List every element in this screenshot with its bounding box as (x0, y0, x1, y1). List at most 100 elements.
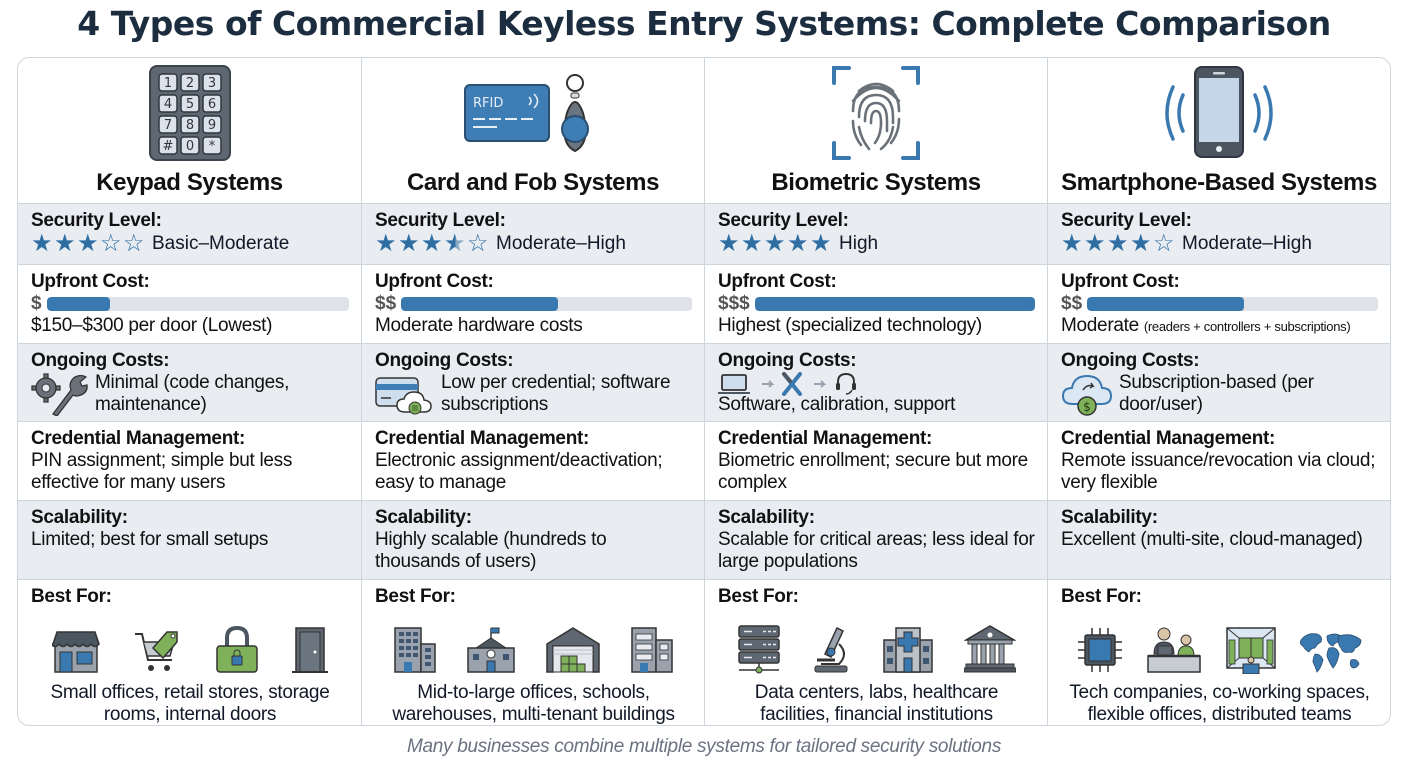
school-icon (467, 627, 515, 673)
svg-text:6: 6 (207, 97, 215, 112)
svg-text:4: 4 (163, 97, 171, 112)
best-for-text: Mid-to-large offices, schools, warehouse… (392, 682, 675, 725)
cost-bar-fill (754, 297, 1035, 311)
svg-text:1: 1 (163, 76, 171, 91)
star-rating: ★ ★ ★ ★ ☆ Moderate–High (375, 230, 692, 257)
bank-icon (963, 625, 1016, 673)
gear-wrench-icon (31, 372, 89, 421)
security-label: Basic–Moderate (152, 233, 290, 254)
credential-text: Biometric enrollment; secure but more co… (718, 450, 1028, 493)
cost-bar (46, 297, 349, 311)
row-label: Scalability: (1061, 507, 1158, 528)
multi-tenant-building-icon (630, 627, 673, 673)
fingerprint-icon (831, 61, 921, 165)
row-label: Ongoing Costs: (1061, 350, 1200, 371)
ongoing-costs-row: Ongoing Costs: Minimal (code changes, ma… (18, 343, 1390, 421)
cost-bar (1087, 297, 1378, 311)
card-cloud-icon (375, 372, 435, 421)
row-label: Security Level: (375, 210, 506, 231)
upfront-note: (readers + controllers + subscriptions) (1143, 319, 1351, 334)
star-full-icon: ★ (1084, 230, 1106, 257)
laptop-tools-headset-icon (718, 372, 1035, 396)
star-full-icon: ★ (1107, 230, 1129, 257)
row-label: Upfront Cost: (375, 271, 494, 292)
svg-text:$: $ (1083, 400, 1091, 414)
footer-note: Many businesses combine multiple systems… (406, 736, 1002, 757)
svg-text:#: # (162, 139, 173, 154)
row-label: Upfront Cost: (718, 271, 837, 292)
star-full-icon: ★ (810, 230, 832, 257)
server-rack-icon (738, 625, 780, 674)
security-cell: Security Level: ★ ★ ★ ★ ☆ Moderate–High (1047, 204, 1390, 264)
dollar-rating: $$$ (718, 293, 750, 314)
star-full-icon: ★ (31, 230, 53, 257)
best-for-cell: Best For: Data centers, labs, healthcare… (704, 580, 1047, 725)
column-header-biometric: Biometric Systems (704, 58, 1047, 203)
cost-bar (401, 297, 692, 311)
row-label: Credential Management: (375, 428, 590, 449)
ongoing-text: Subscription-based (per door/user) (1119, 372, 1314, 415)
upfront-cell: Upfront Cost: $$$ Highest (specialized t… (704, 265, 1047, 343)
scalability-text: Highly scalable (hundreds to thousands o… (375, 529, 607, 572)
row-label: Security Level: (718, 210, 849, 231)
security-cell: Security Level: ★ ★ ★ ☆ ☆ Basic–Moderate (18, 204, 361, 264)
star-empty-icon: ☆ (1153, 230, 1175, 257)
scalability-text: Limited; best for small setups (31, 529, 269, 550)
world-map-icon (1299, 633, 1362, 673)
security-label: Moderate–High (496, 233, 626, 254)
ongoing-cell: Ongoing Costs: Low per credential; softw… (361, 344, 704, 421)
row-label: Best For: (31, 586, 112, 607)
star-full-icon: ★ (421, 230, 443, 257)
row-label: Security Level: (31, 210, 162, 231)
smartphone-signal-icon (1159, 61, 1279, 165)
star-full-icon: ★ (787, 230, 809, 257)
upfront-cost-row: Upfront Cost: $ $150–$300 per door (Lowe… (18, 264, 1390, 343)
star-full-icon: ★ (1061, 230, 1083, 257)
cost-bar-fill (1087, 297, 1245, 311)
security-label: Moderate–High (1182, 233, 1312, 254)
padlock-icon (216, 626, 258, 673)
row-label: Upfront Cost: (31, 271, 150, 292)
credential-cell: Credential Management: Electronic assign… (361, 422, 704, 500)
ongoing-cell: Ongoing Costs: Software, calibration, su… (704, 344, 1047, 421)
cost-bar-fill (401, 297, 559, 311)
best-for-text: Data centers, labs, healthcare facilitie… (754, 682, 999, 725)
svg-text:3: 3 (207, 76, 215, 91)
scalability-row: Scalability: Limited; best for small set… (18, 500, 1390, 579)
svg-text:5: 5 (185, 97, 193, 112)
upfront-text: Highest (specialized technology) (718, 315, 982, 336)
system-name: Card and Fob Systems (406, 169, 660, 196)
svg-text:7: 7 (163, 118, 171, 133)
security-label: High (839, 233, 879, 254)
row-label: Upfront Cost: (1061, 271, 1180, 292)
row-label: Scalability: (718, 507, 815, 528)
scalability-cell: Scalability: Limited; best for small set… (18, 501, 361, 579)
upfront-text: Moderate hardware costs (375, 315, 583, 336)
row-label: Ongoing Costs: (31, 350, 170, 371)
warehouse-icon (546, 627, 600, 673)
row-label: Credential Management: (1061, 428, 1276, 449)
ongoing-text: Software, calibration, support (718, 394, 956, 415)
star-full-icon: ★ (77, 230, 99, 257)
star-full-icon: ★ (764, 230, 786, 257)
system-name: Biometric Systems (771, 169, 981, 196)
hospital-icon (882, 627, 933, 673)
best-for-row: Best For: Small offices, retail stores, … (18, 579, 1390, 725)
row-label: Best For: (375, 586, 456, 607)
credential-cell: Credential Management: Biometric enrollm… (704, 422, 1047, 500)
upfront-main-text: Moderate (1061, 315, 1139, 336)
row-label: Credential Management: (31, 428, 246, 449)
row-label: Credential Management: (718, 428, 933, 449)
upfront-cell: Upfront Cost: $ $150–$300 per door (Lowe… (18, 265, 361, 343)
flexible-office-icon (1225, 627, 1276, 674)
best-for-text: Tech companies, co-working spaces, flexi… (1069, 682, 1370, 725)
star-rating: ★ ★ ★ ★ ☆ Moderate–High (1061, 230, 1378, 257)
row-label: Scalability: (375, 507, 472, 528)
row-label: Best For: (718, 586, 799, 607)
cost-bar-fill (46, 297, 111, 311)
storefront-icon (51, 631, 100, 673)
star-empty-icon: ☆ (467, 230, 489, 257)
